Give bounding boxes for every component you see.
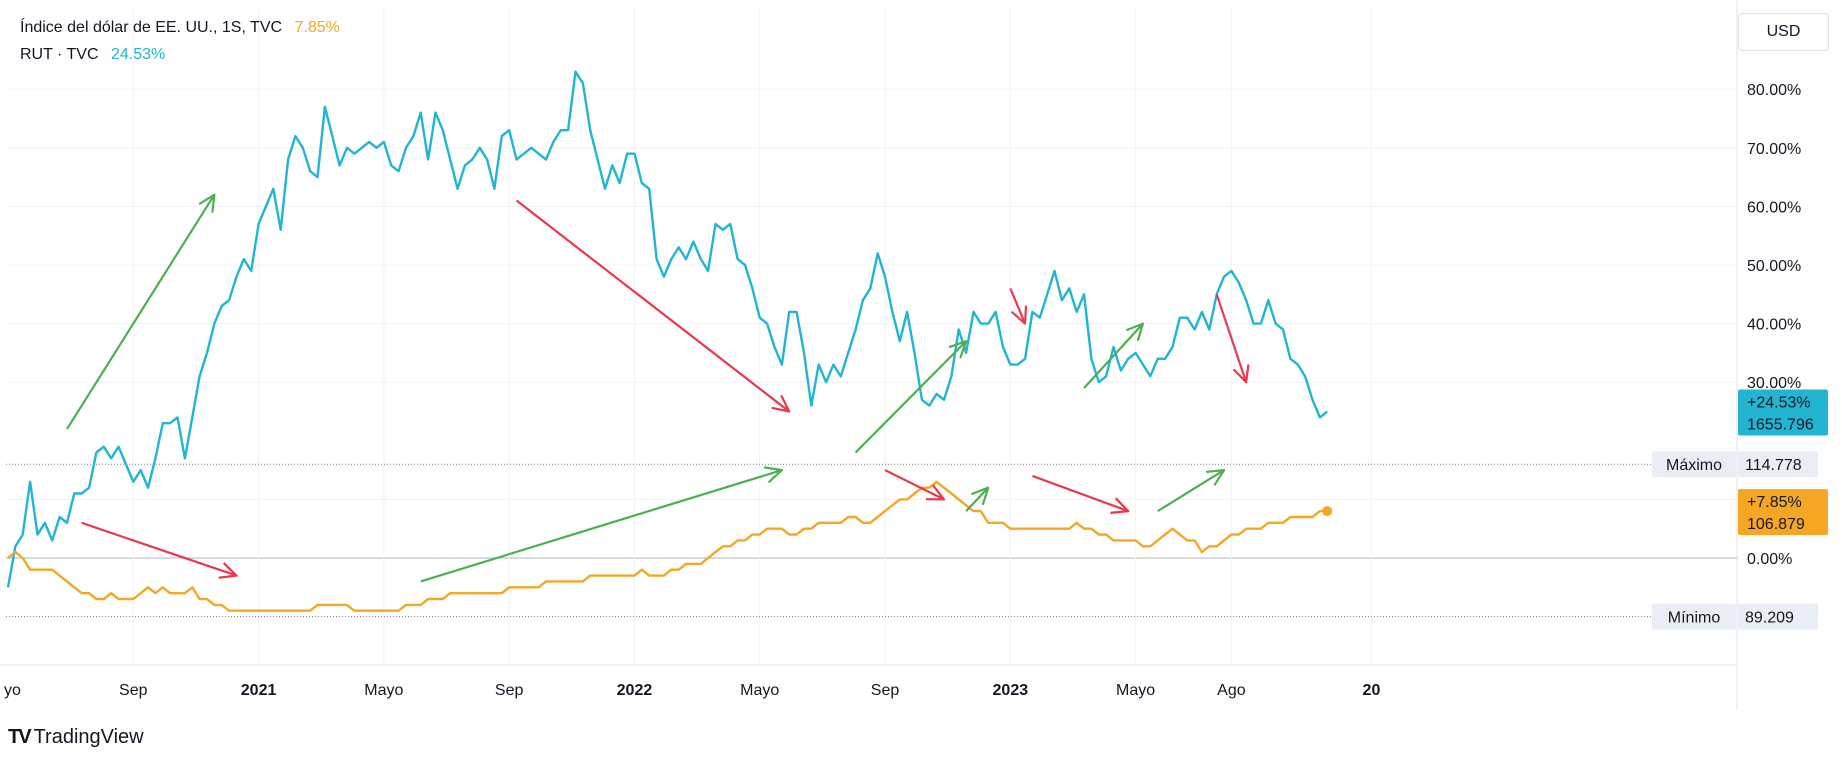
time-axis[interactable]: yo Sep 2021 Mayo Sep 2022 Mayo Sep 2023 Mayo Ago 20 [4,682,1380,699]
series-end-tag-bg [1738,389,1828,436]
currency-button[interactable]: USD [1738,13,1829,51]
y-tick-label: 30.00% [1747,375,1801,392]
reference-tag-price: 89.209 [1745,610,1794,627]
reference-tag-label-bg [1652,451,1736,478]
x-tick-label: 2023 [993,682,1029,699]
y-tick-label: 70.00% [1747,141,1801,158]
annotation-arrow-line [515,199,790,413]
x-tick-label: Ago [1217,682,1246,699]
annotation-arrow-head [1206,469,1226,486]
reference-tag-label: Máximo [1666,457,1722,474]
tradingview-logo-icon: TV [8,726,32,748]
annotation-arrow-head [763,466,783,484]
reference-tag-price-bg [1738,603,1818,630]
annotation-arrow-head [771,394,791,413]
series-end-tag-bg [1738,489,1828,536]
x-tick-label: 2022 [617,682,653,699]
reference-lines [6,463,1657,618]
annotation-arrow-head [1232,364,1250,384]
x-tick-label: yo [4,682,21,699]
x-tick-label: 2021 [241,682,277,699]
x-tick-label: Sep [119,682,148,699]
annotation-arrow-line [1009,288,1027,325]
reference-tag-label: Mínimo [1668,610,1721,627]
annotation-arrow-line [66,194,216,430]
legend-rut[interactable]: RUT · TVC 24.53% [20,46,165,64]
reference-tag-max: Máximo 114.778 [1652,451,1818,478]
annotation-arrow-head [218,562,238,579]
annotation-arrow-line [1032,474,1129,513]
annotation-arrow-head [948,340,968,359]
series-end-tag-percent: +7.85% [1747,494,1802,511]
tradingview-brand[interactable]: TV TradingView [8,726,144,749]
annotation-arrow-head [971,486,990,506]
y-tick-label: 60.00% [1747,199,1801,216]
legend-dxy-value: 7.85% [294,19,340,36]
annotation-arrow-head [1010,305,1028,325]
annotation-arrow-line [854,340,967,454]
grid-layer [0,0,1738,710]
y-tick-label: 0.00% [1747,551,1792,568]
legend-dxy[interactable]: Índice del dólar de EE. UU., 1S, TVC 7.8… [20,19,340,37]
annotation-arrow-head [1125,322,1145,342]
series-end-tag-price: 106.879 [1747,516,1805,533]
x-tick-label: 20 [1363,682,1381,699]
series-end-tag-price: 1655.796 [1747,417,1814,434]
x-tick-label: Mayo [1116,682,1155,699]
annotation-arrow-head [198,193,216,213]
y-tick-label: 80.00% [1747,82,1801,99]
legend-dxy-label: Índice del dólar de EE. UU., 1S, TVC [20,19,283,36]
price-tags: Máximo 114.778 Mínimo 89.209 +24.53% 1655.796… [1652,389,1828,630]
reference-tag-label-bg [1652,603,1736,630]
series-line-0 [6,70,1328,588]
annotation-arrow-line [81,521,237,577]
legend-rut-value: 24.53% [110,46,166,63]
series-end-dot [1322,506,1333,517]
x-tick-label: Mayo [364,682,403,699]
annotation-arrows [66,193,1250,583]
x-tick-label: Sep [871,682,900,699]
reference-tag-price-bg [1738,451,1818,478]
series-layer [6,70,1333,612]
annotation-arrow-line [1215,293,1248,383]
reference-tag-price: 114.778 [1745,457,1802,474]
reference-tag-min: Mínimo 89.209 [1652,603,1818,630]
series-end-tag-percent: +24.53% [1747,395,1811,412]
legend-rut-label: RUT · TVC [20,46,99,63]
y-tick-label: 40.00% [1747,317,1801,334]
tradingview-label: TradingView [33,726,144,748]
x-tick-label: Mayo [740,682,779,699]
series-end-tag-0: +24.53% 1655.796 [1738,389,1828,436]
x-tick-label: Sep [495,682,524,699]
series-end-tag-1: +7.85% 106.879 [1738,489,1828,536]
annotation-arrow-head [925,484,946,501]
annotation-arrow-line [965,486,990,512]
annotation-arrow-line [420,469,783,583]
y-tick-label: 50.00% [1747,258,1801,275]
annotation-arrow-line [1083,322,1144,389]
series-line-1 [7,480,1328,612]
annotation-arrow-head [1110,497,1130,514]
annotation-arrow-line [884,469,945,501]
annotation-arrow-line [1157,469,1225,513]
